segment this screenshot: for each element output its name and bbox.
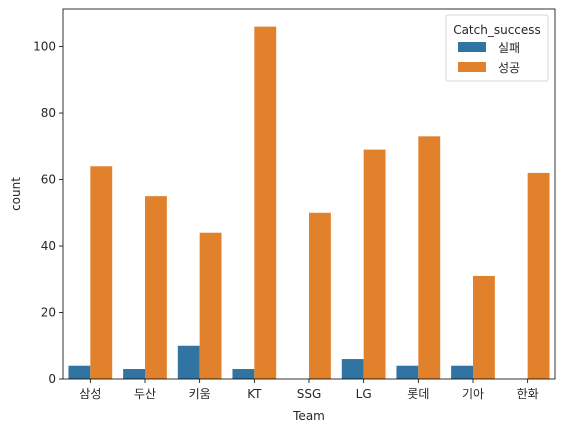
y-tick-label: 40 — [41, 239, 56, 253]
bar-success-8 — [527, 172, 550, 379]
x-tick-label: 한화 — [517, 387, 539, 401]
bar-success-2 — [199, 232, 222, 379]
bar-fail-2 — [177, 345, 200, 379]
x-tick-label: 두산 — [134, 387, 156, 401]
x-axis-ticks: 삼성 두산 키움 KT SSG LG 롯데 기아 한화 — [79, 379, 539, 401]
y-tick-label: 20 — [41, 306, 56, 320]
y-tick-label: 0 — [48, 372, 56, 386]
bar-fail-0 — [68, 365, 91, 379]
x-tick-label: SSG — [297, 387, 322, 401]
x-tick-label: 롯데 — [407, 387, 429, 401]
y-tick-label: 60 — [41, 173, 56, 187]
bar-success-3 — [254, 26, 277, 379]
legend-label-1: 성공 — [498, 61, 520, 75]
bar-fail-5 — [341, 359, 364, 379]
bar-fail-6 — [396, 365, 419, 379]
bar-fail-7 — [451, 365, 473, 379]
x-tick-label: KT — [247, 387, 262, 401]
y-axis-ticks: 0 20 40 60 80 100 — [33, 40, 63, 386]
bar-success-1 — [145, 196, 167, 379]
x-tick-label: 키움 — [189, 387, 211, 401]
y-axis-label: count — [9, 177, 23, 211]
x-tick-label: 삼성 — [79, 387, 101, 401]
bar-success-4 — [309, 212, 331, 379]
legend-label-0: 실패 — [498, 41, 520, 55]
bar-success-6 — [418, 136, 441, 379]
x-tick-label: 기아 — [462, 387, 484, 401]
legend-title: Catch_success — [453, 23, 541, 37]
bar-fail-3 — [232, 369, 255, 379]
legend-swatch-1 — [458, 62, 486, 72]
bar-success-5 — [363, 149, 386, 379]
y-tick-label: 100 — [33, 40, 56, 54]
bar-fail-1 — [123, 369, 145, 379]
bars-layer — [68, 26, 550, 379]
legend-swatch-0 — [458, 42, 486, 52]
y-tick-label: 80 — [41, 106, 56, 120]
bar-success-7 — [473, 275, 495, 379]
bar-success-0 — [90, 166, 113, 379]
x-tick-label: LG — [356, 387, 372, 401]
x-axis-label: Team — [292, 409, 325, 423]
